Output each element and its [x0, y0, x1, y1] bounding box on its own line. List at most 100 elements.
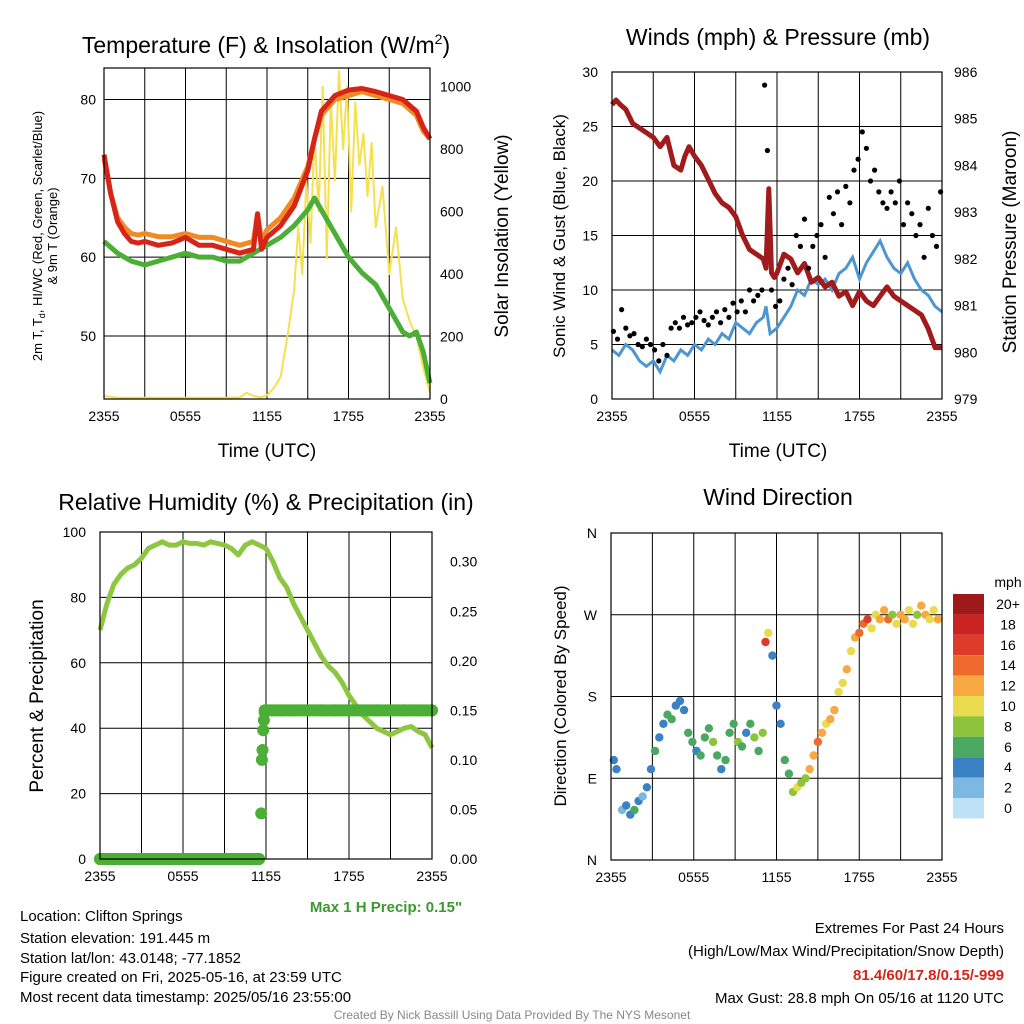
x-tick-label: 1755: [844, 869, 875, 885]
gust-point: [801, 216, 808, 222]
gust-point: [855, 156, 861, 162]
legend-label: 12: [1000, 678, 1016, 694]
extremes-info: Extremes For Past 24 Hours (High/Low/Max…: [688, 920, 1004, 1007]
y2-tick-label: 600: [440, 204, 464, 220]
gust-point: [742, 309, 749, 315]
air_temp-line: [101, 86, 433, 256]
gust-point: [755, 292, 761, 298]
direction-point: [655, 733, 664, 742]
direction-point: [892, 619, 901, 628]
rh-ylabel: Percent & Precipitation: [27, 599, 48, 792]
y-tick-label: 50: [80, 328, 96, 344]
direction-point: [729, 719, 738, 728]
y-tick-label: 25: [582, 119, 598, 135]
direction-point: [801, 774, 810, 783]
gust-point: [826, 194, 832, 200]
x-tick-label: 2355: [926, 869, 957, 885]
y-tick-label: 80: [80, 92, 96, 108]
wind-grid: [611, 71, 943, 400]
direction-point: [646, 765, 656, 774]
direction-point: [867, 624, 876, 633]
direction-point: [764, 628, 773, 638]
temp-ticks: 2355 0555 1155 1755 235550607080020040060080…: [80, 79, 471, 424]
gust-point: [806, 265, 812, 271]
rh-line: [97, 539, 435, 749]
direction-point: [638, 792, 647, 801]
x-tick-label: 2355: [84, 868, 115, 884]
x-tick-label: 1755: [333, 408, 364, 424]
legend-label: 8: [1004, 718, 1012, 734]
gust-point: [680, 314, 687, 320]
gust-point: [647, 341, 654, 348]
gust-point: [656, 358, 662, 364]
temp-title: Temperature (F) & Insolation (W/m2): [82, 31, 450, 58]
gust-point: [718, 320, 724, 326]
y-tick-label: 20: [70, 786, 86, 802]
y-tick-label: N: [587, 525, 597, 541]
gust-point: [847, 200, 853, 206]
direction-point: [725, 728, 734, 737]
x-tick-label: 0555: [167, 868, 198, 884]
y2-tick-label: 982: [954, 251, 978, 267]
extremes-subtitle: (High/Low/Max Wind/Precipitation/Snow De…: [688, 943, 1004, 960]
gust-point: [705, 322, 711, 328]
gust-point: [822, 254, 828, 260]
direction-point: [929, 606, 938, 615]
x-tick-label: 2355: [88, 408, 119, 424]
y-tick-label: 20: [582, 173, 598, 189]
direction-point: [650, 746, 660, 756]
precip-point: [255, 807, 268, 820]
gust-point: [839, 222, 845, 228]
temp-xlabel: Time (UTC): [218, 441, 317, 462]
temp-panel: Temperature (F) & Insolation (W/m2) 2355…: [30, 31, 513, 462]
gust-point: [751, 298, 757, 304]
y-tick-label: 60: [80, 249, 96, 265]
legend-label: 4: [1004, 759, 1012, 775]
gust-point: [892, 200, 898, 206]
y2-tick-label: 979: [954, 391, 978, 407]
temp-series-layer: [101, 70, 433, 399]
direction-point: [704, 724, 714, 733]
y2-tick-label: 400: [440, 266, 464, 282]
x-tick-label: 2355: [596, 408, 627, 424]
gust-point: [676, 325, 683, 331]
gust-point: [746, 287, 753, 293]
gust-point: [693, 314, 699, 320]
direction-point: [721, 755, 730, 765]
legend-title: mph: [994, 574, 1021, 590]
y2-tick-label: 984: [954, 157, 978, 173]
gust-point: [797, 243, 804, 249]
x-tick-label: 1155: [761, 869, 791, 885]
y-tick-label: 0: [78, 851, 86, 867]
y-tick-label: 70: [80, 170, 96, 186]
y2-tick-label: 0.10: [450, 752, 477, 768]
gust-point: [652, 347, 658, 353]
gust-point: [781, 276, 787, 282]
direction-point: [780, 755, 789, 765]
y2-tick-label: 0.15: [450, 702, 477, 718]
gust-point: [880, 200, 886, 206]
direction-point: [813, 737, 823, 747]
direction-point: [875, 615, 885, 624]
gust-point: [929, 232, 936, 239]
temp-y2label: Solar Insolation (Yellow): [492, 134, 513, 337]
gust-point: [627, 333, 633, 339]
direction-point: [805, 765, 814, 774]
direction-point: [754, 746, 763, 756]
wind-y2label: Station Pressure (Maroon): [1000, 131, 1021, 354]
legend-label: 2: [1004, 780, 1012, 796]
y-tick-label: 10: [582, 282, 598, 298]
direction-point: [900, 615, 909, 624]
gust-point: [685, 322, 691, 328]
direction-point: [737, 742, 747, 751]
y2-tick-label: 981: [954, 298, 978, 314]
gust-point: [631, 331, 637, 337]
direction-point: [830, 705, 839, 715]
gust-point: [614, 336, 621, 342]
gust-point: [896, 178, 903, 184]
gust-point: [734, 309, 740, 315]
legend-swatch: [953, 675, 984, 696]
gust-point: [834, 189, 841, 195]
x-tick-label: 2355: [926, 408, 957, 424]
dewpoint-line: [102, 195, 433, 384]
